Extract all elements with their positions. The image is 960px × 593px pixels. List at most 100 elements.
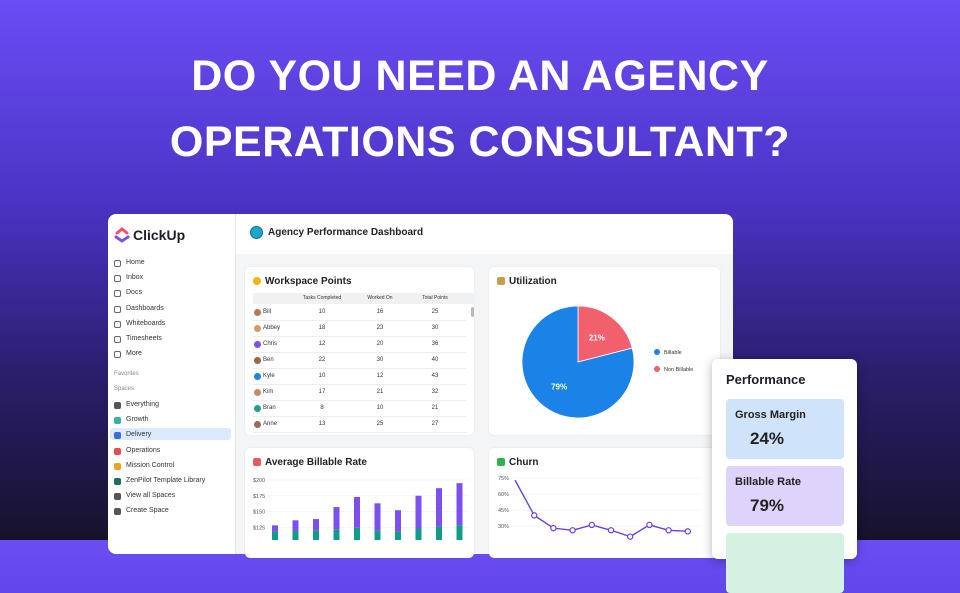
pie-slice [577,305,633,363]
table-cell: 21 [431,405,439,411]
avatar [254,325,261,332]
row-divider [253,432,467,433]
bar-segment [415,495,422,529]
table-cell: 12 [318,341,326,347]
line-marker [684,528,692,535]
avatar [254,357,261,364]
space-item: Mission Control [126,461,175,469]
y-tick-label: $200 [253,478,265,484]
bar-segment [292,520,299,532]
panel-title: Average Billable Rate [265,457,367,468]
table-cell: 23 [376,325,384,331]
nav-icon [114,260,121,267]
space-icon [114,402,121,409]
table-cell: 30 [431,325,439,331]
logo-icon [114,227,130,243]
section-label: Spaces [114,386,135,392]
performance-title: Performance [726,372,806,387]
space-icon [114,432,121,440]
avatar [254,389,261,396]
bar-segment [374,503,381,531]
nav-item: More [126,350,142,358]
nav-icon [114,320,121,328]
nav-item: Timesheets [126,335,162,342]
table-cell: 18 [318,325,326,331]
bar-segment [333,529,340,540]
line-marker [550,524,557,532]
bar-segment [354,497,360,528]
column-header: Worked On [367,295,393,301]
table-cell: 30 [376,357,384,363]
line [514,479,688,538]
table-cell: 21 [376,389,384,395]
space-item: ZenPilot Template Library [126,477,206,484]
row-name: Abbey [263,325,281,331]
data-label: 79% [551,382,567,391]
table-cell: 8 [320,405,324,411]
row-name: Kyle [263,373,275,379]
nav-item: Inbox [126,274,144,282]
workspace-points-panel: Workspace Points Tasks Completed Worked O… [245,267,475,435]
panel-title: Churn [509,457,539,468]
legend-swatch [654,349,660,355]
bar-segment [272,525,278,532]
table-cell: 10 [376,405,384,411]
table-cell: 10 [318,309,326,315]
row-divider [253,320,467,321]
column-header: Total Points [422,295,448,301]
line-marker [665,527,672,534]
space-item: Operations [126,446,161,454]
card: Gross Margin 24% [726,399,844,459]
space-icon [114,478,121,485]
nav-item: Dashboards [126,304,164,312]
table-cell: 40 [431,357,439,363]
space-icon [114,417,121,425]
table-cell: 13 [318,421,326,427]
nav-icon [114,275,121,283]
sidebar: ClickUp Home Inbox Docs Dashboards Whiteboar… [108,214,236,554]
avatar [254,373,261,380]
row-name: Bran [263,405,276,411]
panel-title: Workspace Points [265,276,352,287]
bar-segment [374,530,381,540]
table-cell: 22 [318,357,326,363]
nav-icon [114,336,121,343]
bar-segment [395,510,401,532]
avatar [254,421,261,428]
panel-icon [497,458,505,466]
panel-icon [253,277,261,285]
charts: 21% 79% Billable Non Billable $125 $150 $175 $2… [253,305,700,540]
row-divider [253,368,467,369]
line-marker [646,521,653,529]
legend-label: Billable [664,350,682,356]
y-tick-label: $150 [253,510,265,516]
legend-swatch [654,366,660,372]
nav-icon [114,351,121,359]
card-label: Billable Rate [735,476,802,488]
headline: DO YOU NEED AN AGENCY [191,52,769,100]
performance-panel: Performance Gross Margin 24% Billable Rate… [712,359,857,593]
space-item: View all Spaces [126,492,176,500]
bar-segment [292,531,299,540]
space-item: Delivery [126,431,152,439]
table-cell: 10 [318,373,326,379]
space-icon [114,508,121,516]
line-marker [531,512,538,519]
table-cell: 27 [431,421,439,427]
nav-icon [114,305,121,313]
nav-item: Home [126,259,145,266]
table-cell: 25 [431,309,439,315]
bar-segment [333,507,340,530]
bar-segment [395,531,401,540]
scrollbar [471,307,474,317]
row-divider [253,352,467,353]
line-marker [607,527,615,534]
card: Billable Rate 79% [726,466,844,526]
space-icon [114,462,121,470]
card-value: 79% [750,496,785,515]
avatar [254,341,261,348]
y-tick-label: 75% [498,476,509,482]
table-cell: 25 [376,421,384,427]
row-divider [253,336,467,337]
panel-icon [253,458,261,466]
